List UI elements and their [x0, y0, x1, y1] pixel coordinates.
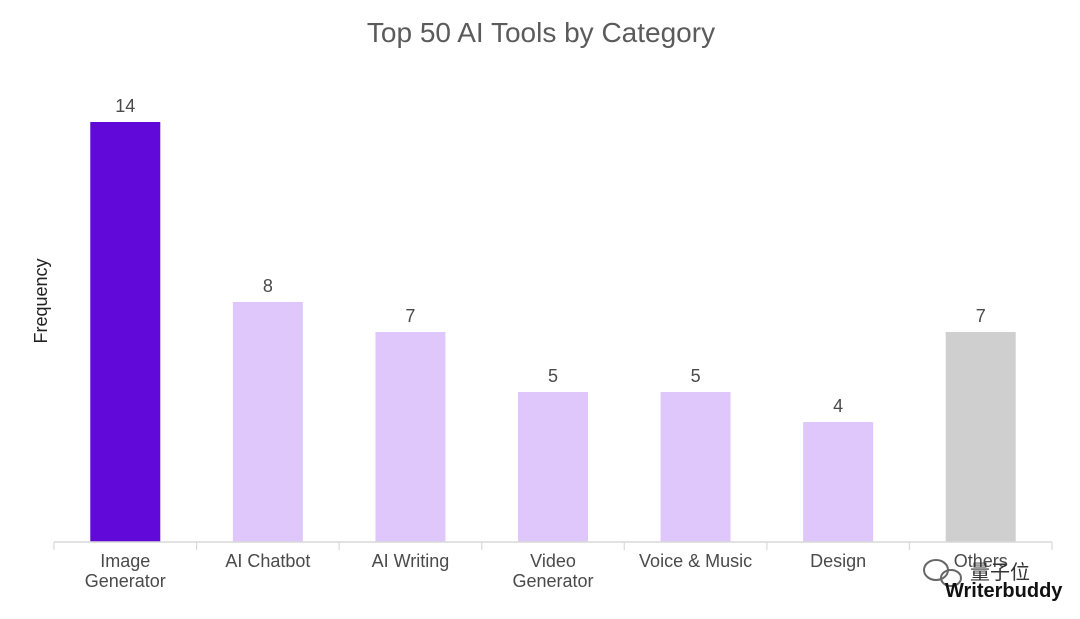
bar-value-label: 4: [833, 396, 843, 416]
bar-value-label: 5: [548, 366, 558, 386]
x-tick-label: AI Chatbot: [225, 551, 310, 571]
x-axis-tick-labels: Image Generator AI Chatbot AI Writing Video G…: [85, 551, 1008, 591]
x-tick-label: Others: [954, 551, 1008, 571]
bar-value-label: 7: [405, 306, 415, 326]
watermark: 量子位 Writerbuddy: [923, 559, 1063, 602]
y-axis-label: Frequency: [31, 258, 51, 343]
chart-title: Top 50 AI Tools by Category: [367, 17, 715, 48]
bar: [803, 422, 874, 542]
bars-group: [90, 122, 1016, 542]
bar-value-label: 5: [691, 366, 701, 386]
bar: [232, 302, 303, 542]
bar-value-label: 14: [115, 96, 135, 116]
bar: [660, 392, 731, 542]
x-tick-label: Video Generator: [512, 551, 593, 591]
x-tick-label: Voice & Music: [639, 551, 752, 571]
x-tick-label: AI Writing: [372, 551, 450, 571]
bar: [518, 392, 588, 542]
value-labels-group: 14 8 7 5 5 4 7: [115, 96, 985, 416]
x-tick-label: Design: [810, 551, 866, 571]
bar-value-label: 7: [976, 306, 986, 326]
bar-value-label: 8: [263, 276, 273, 296]
bar: [375, 332, 446, 542]
wechat-icon: [923, 559, 962, 587]
watermark-overlay-text: 量子位: [970, 560, 1030, 584]
x-tick-label: Image Generator: [85, 551, 166, 591]
brand-logo-text: Writerbuddy: [945, 580, 1063, 602]
bar: [945, 332, 1016, 542]
x-axis-ticks: [53, 542, 1053, 550]
bar: [90, 122, 161, 542]
